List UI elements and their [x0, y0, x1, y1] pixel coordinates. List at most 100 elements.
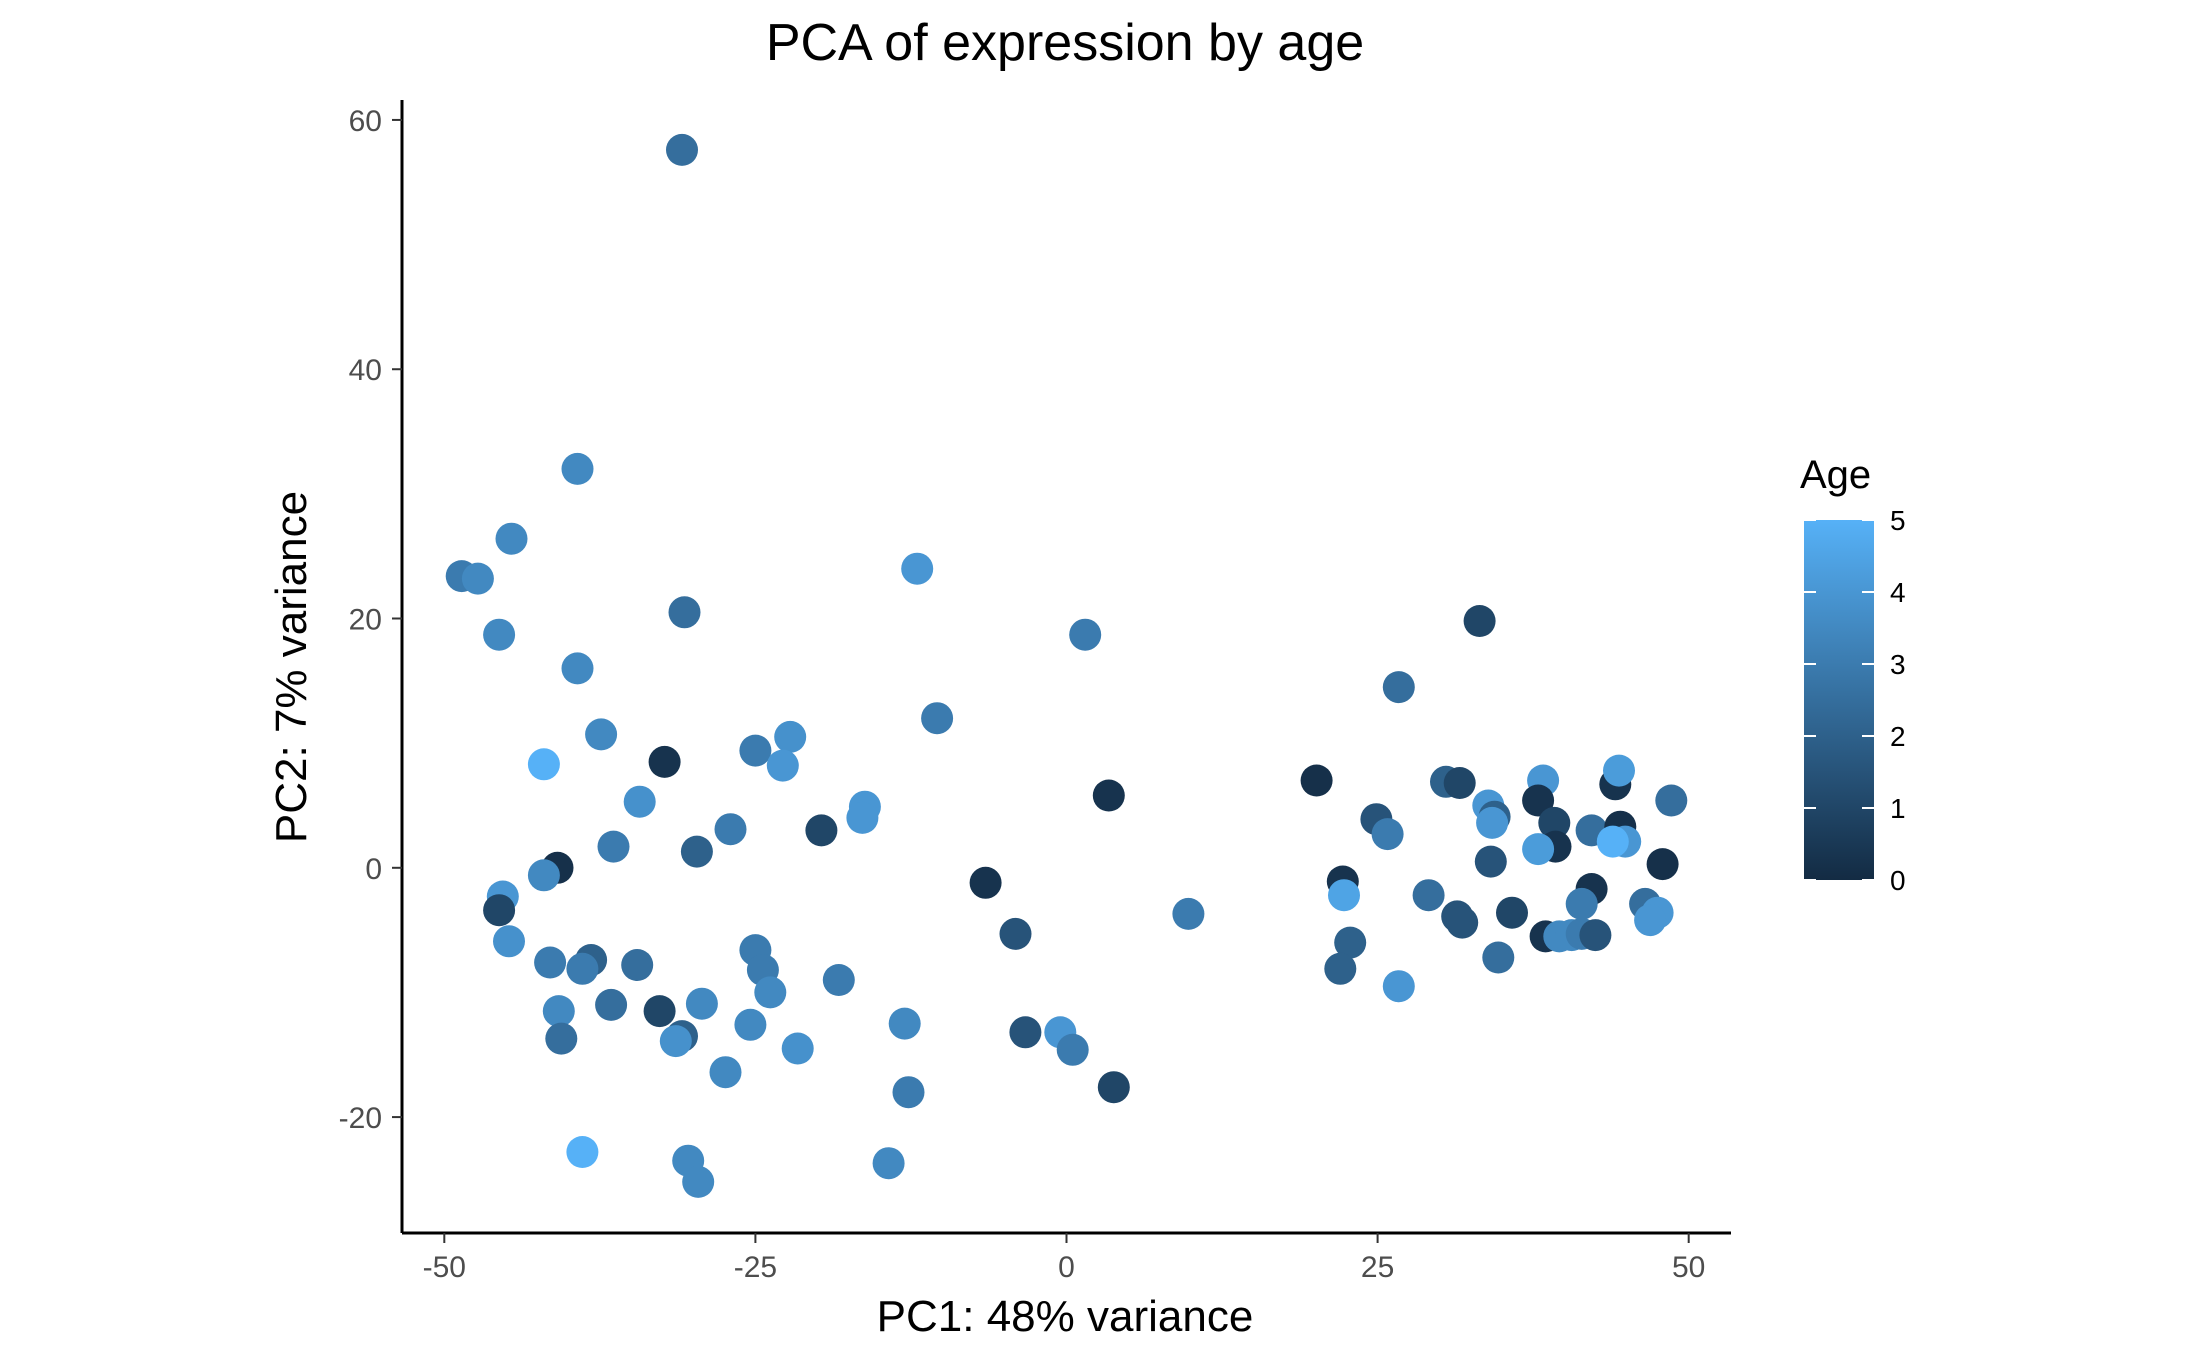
data-point — [566, 1136, 599, 1168]
data-point — [643, 995, 676, 1028]
data-point — [1412, 879, 1445, 912]
data-point — [1476, 806, 1509, 839]
x-tick-label: -25 — [734, 1251, 777, 1284]
legend-ticks: 0 1 2 3 4 5 — [1804, 505, 1906, 896]
data-point — [714, 813, 747, 846]
data-point — [709, 1056, 742, 1089]
x-axis-title: PC1: 48% variance — [877, 1292, 1254, 1341]
y-tick-label: 20 — [349, 604, 382, 637]
data-point — [781, 1032, 814, 1065]
data-point — [597, 830, 630, 863]
legend-title: Age — [1800, 453, 1871, 497]
x-axis-ticks: -50 -25 0 25 50 — [423, 1233, 1705, 1284]
x-tick-label: 0 — [1058, 1251, 1075, 1284]
data-point — [495, 522, 528, 555]
y-tick-label: 0 — [365, 853, 382, 886]
data-point — [1496, 896, 1528, 929]
data-point — [542, 995, 575, 1028]
data-point — [527, 859, 560, 892]
y-tick-label: 60 — [349, 105, 382, 138]
data-point — [1382, 671, 1415, 704]
data-point — [659, 1025, 692, 1058]
data-point — [754, 976, 787, 1009]
data-point — [1092, 779, 1125, 812]
data-point — [1646, 848, 1679, 881]
data-point — [1634, 904, 1667, 937]
data-point — [1482, 941, 1515, 974]
data-point — [461, 562, 494, 595]
data-point — [774, 720, 807, 753]
data-point — [901, 552, 934, 585]
data-point — [623, 785, 656, 818]
data-point — [999, 917, 1032, 950]
data-point — [621, 949, 654, 981]
data-point — [969, 866, 1002, 899]
y-tick-label: -20 — [339, 1102, 382, 1135]
data-point — [1371, 818, 1404, 851]
data-point — [1056, 1033, 1089, 1066]
data-point — [734, 1008, 767, 1041]
data-point — [1300, 764, 1333, 797]
data-point — [1579, 919, 1612, 952]
data-point — [805, 814, 838, 847]
legend-tick-label: 4 — [1890, 577, 1906, 608]
data-point — [1172, 897, 1205, 930]
data-point — [1655, 784, 1688, 817]
data-point — [1382, 970, 1415, 1003]
data-point — [682, 1165, 715, 1198]
data-point — [1596, 825, 1629, 858]
data-point — [483, 894, 516, 927]
data-point — [1474, 845, 1507, 878]
legend-gradient-bar — [1804, 520, 1874, 880]
data-point — [1324, 952, 1357, 985]
data-point — [1069, 618, 1102, 651]
data-point — [585, 718, 618, 751]
y-axis-ticks: -20 0 20 40 60 — [339, 105, 402, 1135]
y-axis-title: PC2: 7% variance — [267, 491, 316, 843]
legend-tick-label: 1 — [1890, 793, 1906, 824]
data-point — [561, 452, 594, 485]
data-point — [1522, 833, 1555, 866]
data-point — [1522, 784, 1555, 817]
data-point — [921, 702, 954, 735]
x-tick-label: 25 — [1361, 1251, 1394, 1284]
data-point — [545, 1022, 578, 1055]
data-point — [493, 925, 525, 958]
data-point — [527, 748, 560, 781]
data-point — [595, 988, 628, 1021]
data-point — [1538, 806, 1571, 839]
data-point — [1446, 906, 1479, 939]
data-point — [680, 835, 713, 868]
data-point — [648, 745, 681, 778]
x-tick-label: -50 — [423, 1251, 466, 1284]
data-point — [1443, 767, 1476, 799]
data-point — [1328, 879, 1360, 912]
x-tick-label: 50 — [1672, 1251, 1705, 1284]
legend-colorbar: Age 0 1 2 3 4 5 — [1800, 453, 1906, 896]
data-point — [1603, 754, 1635, 787]
data-point — [483, 618, 516, 651]
points-layer — [445, 133, 1688, 1198]
legend-tick-label: 0 — [1890, 865, 1906, 896]
data-point — [846, 801, 879, 834]
data-point — [1334, 926, 1367, 959]
data-point — [892, 1076, 925, 1109]
legend-tick-label: 3 — [1890, 649, 1906, 680]
data-point — [1009, 1016, 1042, 1049]
data-point — [1463, 605, 1496, 637]
data-point — [534, 946, 567, 979]
data-point — [566, 952, 599, 985]
y-tick-label: 40 — [349, 354, 382, 387]
data-point — [666, 133, 698, 166]
legend-tick-label: 5 — [1890, 505, 1906, 536]
data-point — [739, 734, 772, 767]
data-point — [888, 1007, 921, 1040]
data-point — [685, 987, 718, 1020]
data-point — [1565, 887, 1598, 920]
data-point — [1097, 1071, 1130, 1104]
data-point — [822, 964, 855, 996]
data-point — [872, 1147, 905, 1180]
data-point — [668, 596, 701, 629]
